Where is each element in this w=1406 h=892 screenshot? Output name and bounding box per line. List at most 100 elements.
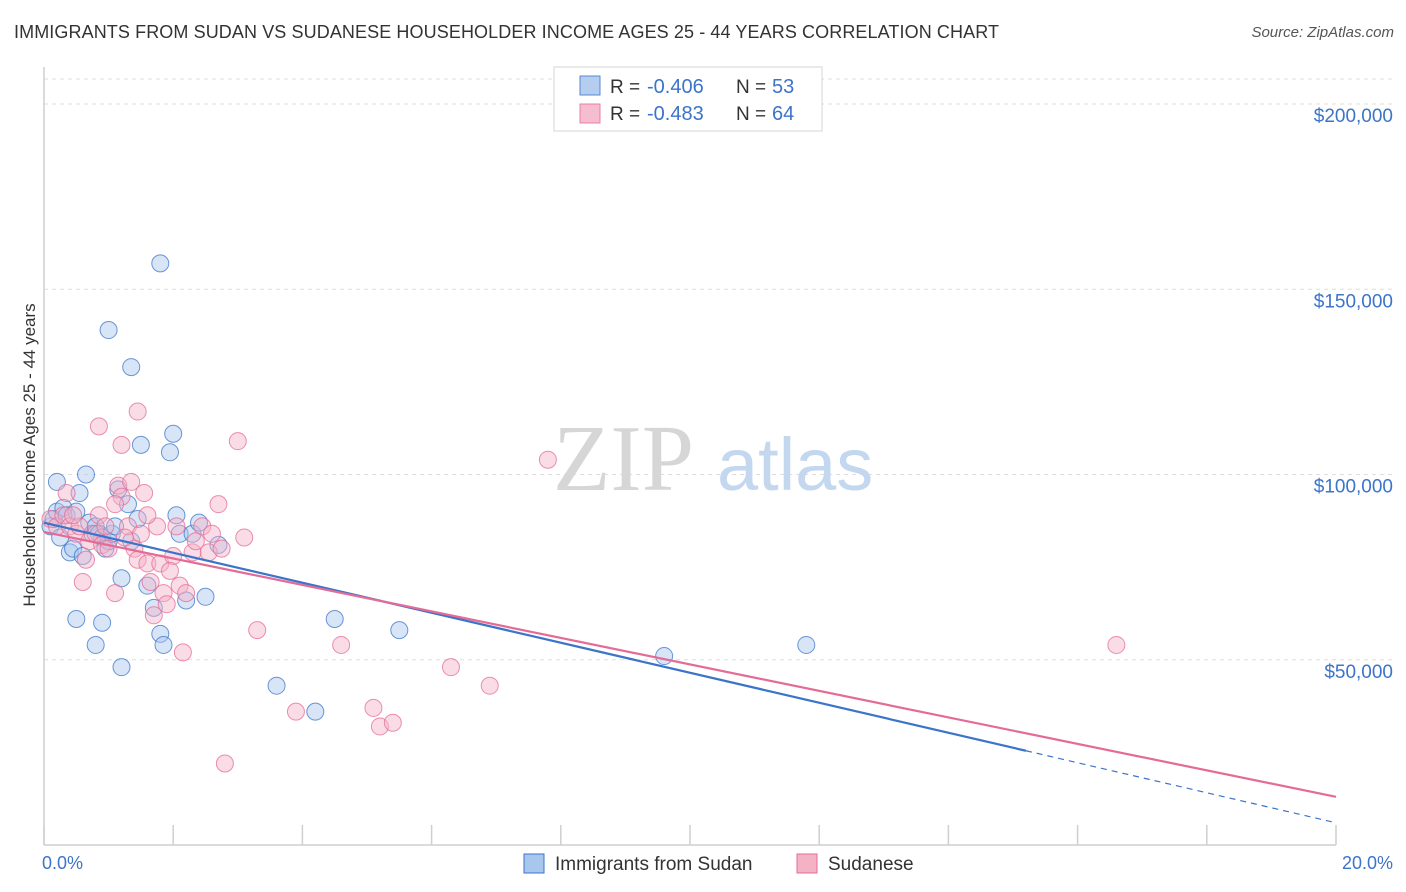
y-tick-label: $50,000: [1324, 662, 1393, 683]
point-sudanese: [106, 584, 125, 603]
point-immigrants-from-sudan: [67, 610, 86, 629]
x-tick-label: 0.0%: [42, 853, 83, 873]
point-sudanese: [209, 495, 228, 514]
point-sudanese: [57, 484, 76, 503]
chart-title: IMMIGRANTS FROM SUDAN VS SUDANESE HOUSEH…: [14, 22, 1000, 42]
point-immigrants-from-sudan: [154, 635, 173, 654]
point-immigrants-from-sudan: [76, 465, 95, 484]
legend-r-value-2: -0.483: [647, 103, 704, 125]
point-sudanese: [286, 702, 305, 721]
point-immigrants-from-sudan: [64, 539, 83, 558]
point-sudanese: [128, 402, 147, 421]
point-sudanese: [164, 547, 183, 566]
point-immigrants-from-sudan: [112, 658, 131, 677]
bottom-legend: Immigrants from Sudan Sudanese: [523, 853, 914, 875]
point-sudanese: [135, 484, 154, 503]
point-sudanese: [54, 506, 73, 525]
point-immigrants-from-sudan: [70, 484, 89, 503]
bottom-legend-swatch-pink: [796, 853, 818, 874]
point-immigrants-from-sudan: [655, 647, 674, 666]
point-immigrants-from-sudan: [151, 254, 170, 273]
point-sudanese: [441, 658, 460, 677]
point-immigrants-from-sudan: [99, 321, 118, 340]
point-sudanese: [193, 517, 212, 536]
y-tick-label: $100,000: [1314, 477, 1393, 498]
point-immigrants-from-sudan: [151, 624, 170, 643]
legend-n-value-2: 64: [772, 103, 794, 125]
point-sudanese: [96, 517, 115, 536]
point-sudanese: [228, 432, 247, 451]
point-immigrants-from-sudan: [306, 702, 325, 721]
point-sudanese: [122, 472, 141, 491]
point-sudanese: [332, 635, 351, 654]
y-axis-label: Householder Income Ages 25 - 44 years: [20, 303, 39, 606]
point-sudanese: [106, 495, 125, 514]
point-sudanese: [141, 572, 160, 591]
point-immigrants-from-sudan: [93, 613, 112, 632]
legend-n-label-2: N =: [736, 104, 766, 125]
trend-line-sudanese: [43, 530, 1337, 798]
point-sudanese: [112, 435, 131, 454]
scatter-points: [41, 254, 1126, 773]
point-sudanese: [235, 528, 254, 547]
legend-swatch-pink: [579, 103, 601, 124]
trend-line-immigrants-from-sudan: [43, 521, 1027, 752]
point-sudanese: [177, 584, 196, 603]
legend-n-label-1: N =: [736, 77, 766, 98]
point-sudanese: [167, 517, 186, 536]
bottom-legend-label-1: Immigrants from Sudan: [555, 854, 752, 875]
point-sudanese: [364, 698, 383, 717]
point-immigrants-from-sudan: [325, 610, 344, 629]
chart-source: Source: ZipAtlas.com: [1251, 24, 1394, 41]
point-immigrants-from-sudan: [86, 635, 105, 654]
point-sudanese: [144, 606, 163, 625]
point-sudanese: [154, 584, 173, 603]
point-sudanese: [480, 676, 499, 695]
legend-n-value-1: 53: [772, 76, 794, 98]
point-immigrants-from-sudan: [196, 587, 215, 606]
point-immigrants-from-sudan: [118, 495, 137, 514]
y-tick-label: $200,000: [1314, 106, 1393, 127]
point-sudanese: [138, 506, 157, 525]
bottom-legend-swatch-blue: [523, 853, 545, 874]
point-immigrants-from-sudan: [122, 358, 141, 377]
legend: R = -0.406 N = 53 R = -0.483 N = 64: [553, 66, 823, 132]
point-sudanese: [160, 561, 179, 580]
point-sudanese: [64, 506, 83, 525]
legend-swatch-blue: [579, 75, 601, 96]
point-sudanese: [186, 532, 205, 551]
x-tick-labels: 0.0% 20.0%: [42, 825, 1393, 873]
legend-r-label-2: R =: [610, 104, 640, 125]
legend-r-value-1: -0.406: [647, 76, 704, 98]
point-sudanese: [383, 713, 402, 732]
point-sudanese: [538, 450, 557, 469]
point-immigrants-from-sudan: [164, 424, 183, 443]
trend-line-immigrants-from-sudan-extension: [1025, 750, 1337, 824]
point-sudanese: [173, 643, 192, 662]
point-sudanese: [170, 576, 189, 595]
point-sudanese: [157, 595, 176, 614]
point-immigrants-from-sudan: [160, 443, 179, 462]
bottom-legend-label-2: Sudanese: [828, 854, 914, 875]
point-sudanese: [99, 539, 118, 558]
watermark-zip: ZIP: [553, 407, 694, 511]
point-immigrants-from-sudan: [267, 676, 286, 695]
point-sudanese: [89, 506, 108, 525]
point-sudanese: [73, 572, 92, 591]
y-tick-labels: $50,000 $100,000 $150,000 $200,000: [1314, 106, 1393, 683]
point-immigrants-from-sudan: [112, 569, 131, 588]
y-tick-label: $150,000: [1314, 291, 1393, 312]
watermark-atlas: atlas: [717, 423, 873, 506]
point-immigrants-from-sudan: [131, 435, 150, 454]
point-sudanese: [138, 554, 157, 573]
point-sudanese: [215, 754, 234, 773]
point-immigrants-from-sudan: [177, 591, 196, 610]
x-tick-label: 20.0%: [1342, 853, 1393, 873]
trend-lines: [43, 521, 1337, 824]
point-sudanese: [131, 524, 150, 543]
point-immigrants-from-sudan: [128, 509, 147, 528]
point-sudanese: [76, 550, 95, 569]
point-sudanese: [112, 487, 131, 506]
point-immigrants-from-sudan: [390, 621, 409, 640]
